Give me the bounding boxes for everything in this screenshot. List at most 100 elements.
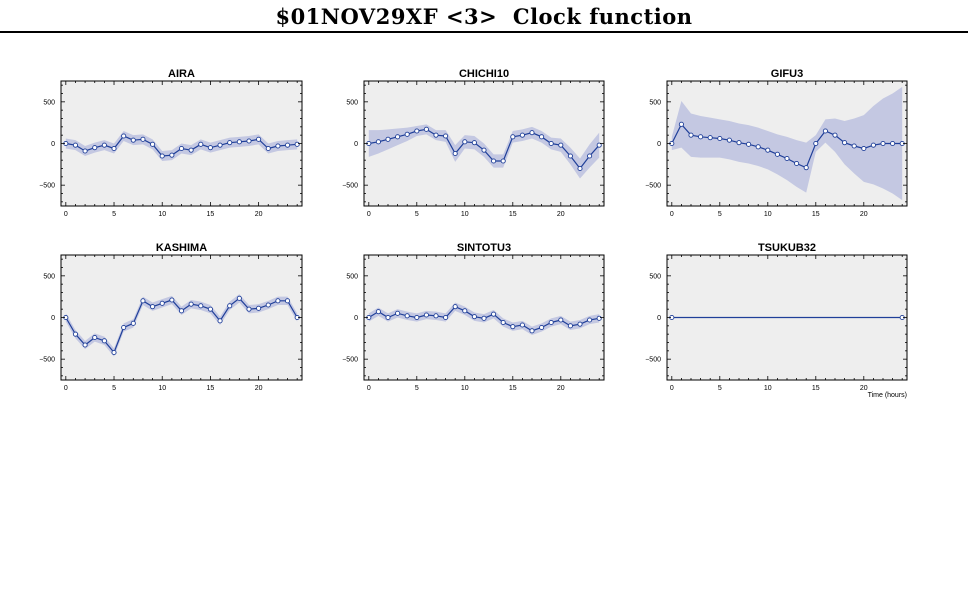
data-point xyxy=(481,147,487,153)
data-point xyxy=(178,308,185,314)
data-point xyxy=(539,134,545,140)
data-point xyxy=(72,331,79,337)
x-tick-label: 15 xyxy=(207,385,215,392)
data-point xyxy=(558,317,564,323)
data-point xyxy=(688,132,694,138)
data-point xyxy=(275,143,281,149)
x-tick-label: 20 xyxy=(860,211,868,218)
y-tick-label: 500 xyxy=(649,99,661,106)
y-tick-label: 0 xyxy=(657,315,661,322)
data-point xyxy=(256,305,262,311)
data-point xyxy=(169,152,175,158)
data-point xyxy=(111,349,117,356)
data-point xyxy=(452,304,458,310)
data-point xyxy=(822,128,828,134)
panel-title: GIFU3 xyxy=(771,68,803,80)
data-point xyxy=(82,148,88,154)
panel-title: AIRA xyxy=(168,68,195,80)
data-point xyxy=(433,132,439,138)
data-point xyxy=(726,137,732,143)
x-tick-label: 10 xyxy=(158,385,166,392)
x-tick-label: 15 xyxy=(812,385,820,392)
data-point xyxy=(548,140,554,147)
x-axis-label: Time (hours) xyxy=(868,392,907,399)
x-tick-label: 15 xyxy=(207,211,215,218)
data-point xyxy=(150,304,156,310)
x-tick-label: 0 xyxy=(670,211,674,218)
panel-gifu3: GIFU3 0 5 10 15 20 −500 0 500 xyxy=(645,68,908,218)
panel-kashima: KASHIMA 0 5 10 15 20 −500 0 500 xyxy=(39,242,303,392)
data-point xyxy=(188,301,194,307)
y-tick-label: 0 xyxy=(51,141,55,148)
data-point xyxy=(284,298,291,304)
panel-title: SINTOTU3 xyxy=(457,242,511,254)
data-point xyxy=(101,142,107,148)
data-point xyxy=(678,121,684,127)
x-tick-label: 15 xyxy=(509,211,517,218)
data-point xyxy=(217,318,223,324)
x-tick-label: 15 xyxy=(509,385,517,392)
data-point xyxy=(72,142,79,148)
data-point xyxy=(294,141,300,147)
panel-tsukub32: TSUKUB32 0 5 10 15 20 −500 0 500 Time (hours) xyxy=(645,242,908,399)
data-point xyxy=(784,155,790,162)
data-point xyxy=(130,320,136,326)
data-point xyxy=(198,303,204,309)
y-tick-label: 500 xyxy=(43,99,55,106)
data-point xyxy=(832,132,838,138)
data-point xyxy=(755,144,761,150)
data-point xyxy=(698,134,704,140)
data-point xyxy=(567,153,573,159)
data-point xyxy=(462,139,468,145)
y-tick-label: −500 xyxy=(39,357,55,364)
x-tick-label: 5 xyxy=(415,211,419,218)
title-divider xyxy=(0,31,968,33)
data-point xyxy=(246,306,252,312)
data-point xyxy=(414,128,420,134)
y-tick-label: 500 xyxy=(346,273,358,280)
x-tick-label: 5 xyxy=(415,385,419,392)
data-point xyxy=(481,315,487,321)
y-tick-label: 0 xyxy=(51,315,55,322)
panel-title: TSUKUB32 xyxy=(758,242,816,254)
x-tick-label: 0 xyxy=(64,385,68,392)
y-tick-label: 500 xyxy=(649,273,661,280)
panel-title: CHICHI10 xyxy=(459,68,509,80)
data-point xyxy=(375,309,381,315)
data-point xyxy=(870,142,876,148)
data-point xyxy=(746,141,752,147)
x-tick-label: 15 xyxy=(812,211,820,218)
data-point xyxy=(510,324,516,330)
x-tick-label: 10 xyxy=(158,211,166,218)
data-point xyxy=(519,132,525,138)
data-point xyxy=(256,136,262,142)
data-point xyxy=(236,139,242,145)
data-point xyxy=(462,308,468,314)
data-point xyxy=(443,133,449,139)
y-tick-label: −500 xyxy=(39,183,55,190)
data-point xyxy=(101,338,107,344)
data-point xyxy=(159,300,165,306)
data-point xyxy=(736,140,742,146)
data-point xyxy=(774,151,780,157)
data-point xyxy=(159,153,165,159)
data-point xyxy=(765,147,771,153)
y-tick-label: 500 xyxy=(43,273,55,280)
data-point xyxy=(558,142,564,148)
data-point xyxy=(169,297,175,303)
data-point xyxy=(880,140,886,147)
data-point xyxy=(529,328,535,334)
x-tick-label: 0 xyxy=(64,211,68,218)
data-point xyxy=(198,141,204,147)
data-point xyxy=(587,153,593,159)
data-point xyxy=(92,334,98,341)
data-point xyxy=(150,141,156,147)
x-tick-label: 0 xyxy=(367,385,371,392)
data-point xyxy=(471,140,477,146)
x-tick-label: 5 xyxy=(718,211,722,218)
data-point xyxy=(111,145,117,152)
data-point xyxy=(890,140,896,147)
data-point xyxy=(707,135,713,141)
data-point xyxy=(246,138,252,144)
plot-area xyxy=(61,255,302,380)
